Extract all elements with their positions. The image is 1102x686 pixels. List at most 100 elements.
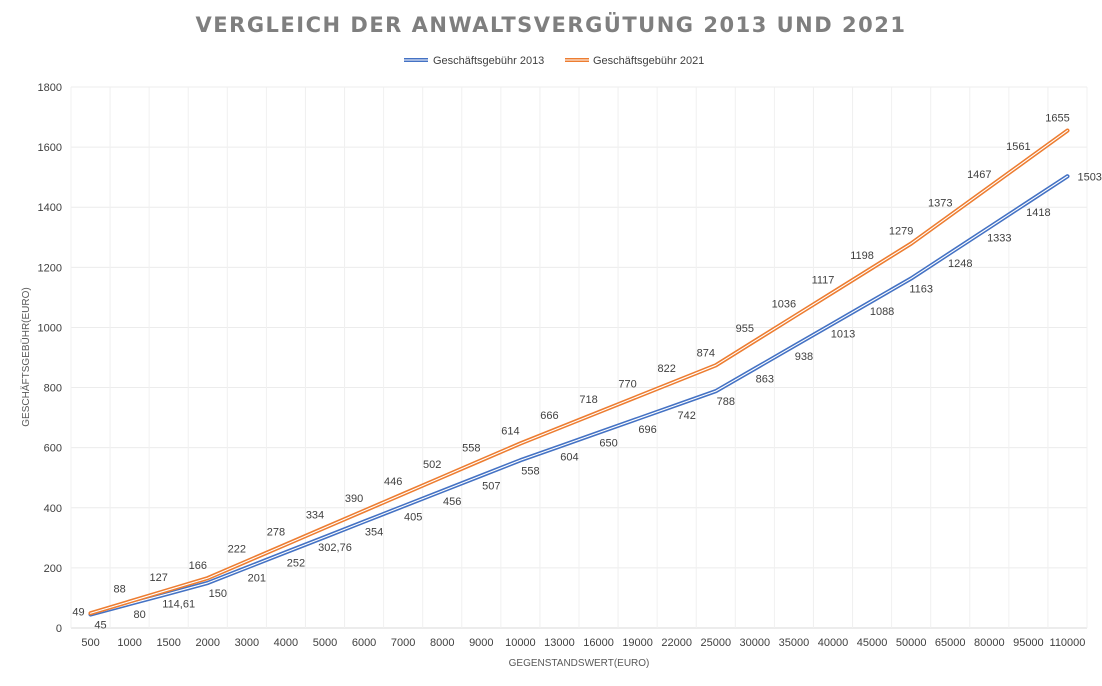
data-label: 354 bbox=[365, 527, 383, 539]
x-tick-label: 5000 bbox=[313, 637, 337, 649]
x-tick-label: 110000 bbox=[1050, 637, 1086, 649]
data-label: 166 bbox=[189, 560, 207, 572]
y-tick-label: 800 bbox=[44, 383, 62, 395]
x-tick-label: 4000 bbox=[274, 637, 298, 649]
data-label: 558 bbox=[462, 442, 480, 454]
data-label: 1163 bbox=[909, 283, 933, 295]
x-tick-label: 9000 bbox=[469, 637, 493, 649]
data-label: 822 bbox=[658, 363, 676, 375]
data-label: 150 bbox=[209, 588, 227, 600]
data-label: 278 bbox=[267, 526, 285, 538]
x-tick-label: 30000 bbox=[740, 637, 771, 649]
data-label: 1503 bbox=[1077, 171, 1101, 183]
x-tick-label: 35000 bbox=[779, 637, 810, 649]
data-label: 1013 bbox=[831, 329, 855, 341]
x-tick-label: 7000 bbox=[391, 637, 415, 649]
x-tick-label: 8000 bbox=[430, 637, 454, 649]
x-tick-label: 80000 bbox=[974, 637, 1005, 649]
data-label: 604 bbox=[560, 451, 578, 463]
data-label: 1418 bbox=[1026, 207, 1050, 219]
data-label: 222 bbox=[228, 543, 246, 555]
chart-title: VERGLEICH DER ANWALTSVERGÜTUNG 2013 UND … bbox=[196, 12, 907, 37]
x-tick-label: 40000 bbox=[818, 637, 849, 649]
data-label: 1117 bbox=[812, 274, 835, 286]
data-label: 1279 bbox=[889, 226, 913, 238]
data-label: 1198 bbox=[850, 250, 874, 262]
series-line-1-inner bbox=[89, 175, 1069, 616]
data-label: 49 bbox=[72, 606, 84, 618]
y-tick-label: 1400 bbox=[38, 202, 62, 214]
data-label: 507 bbox=[482, 481, 500, 493]
data-label: 405 bbox=[404, 511, 422, 523]
data-label: 1088 bbox=[870, 306, 894, 318]
data-label: 88 bbox=[113, 584, 125, 596]
y-tick-label: 600 bbox=[44, 443, 62, 455]
x-tick-label: 50000 bbox=[896, 637, 927, 649]
data-label: 502 bbox=[423, 459, 441, 471]
y-axis: 0 200 400 600 800 1000 1200 1400 1600 1800 bbox=[38, 82, 62, 635]
data-label: 45 bbox=[94, 619, 106, 631]
x-tick-label: 1000 bbox=[117, 637, 141, 649]
data-label: 742 bbox=[678, 410, 696, 422]
x-tick-label: 16000 bbox=[583, 637, 614, 649]
x-tick-label: 500 bbox=[81, 637, 99, 649]
data-label: 1655 bbox=[1045, 113, 1069, 125]
x-tick-label: 13000 bbox=[544, 637, 575, 649]
data-label: 666 bbox=[540, 410, 558, 422]
data-label: 863 bbox=[756, 374, 774, 386]
series-lines bbox=[88, 128, 1070, 617]
data-label: 955 bbox=[736, 323, 754, 335]
data-label: 1467 bbox=[967, 169, 991, 181]
data-label: 696 bbox=[638, 424, 656, 436]
data-label: 614 bbox=[501, 425, 519, 437]
data-label: 718 bbox=[579, 394, 597, 406]
x-tick-label: 65000 bbox=[935, 637, 966, 649]
x-tick-label: 1500 bbox=[156, 637, 180, 649]
data-label: 1333 bbox=[987, 232, 1011, 244]
data-label: 788 bbox=[717, 396, 735, 408]
x-tick-label: 19000 bbox=[622, 637, 653, 649]
x-tick-label: 25000 bbox=[700, 637, 731, 649]
data-label: 446 bbox=[384, 476, 402, 488]
data-label: 1036 bbox=[772, 299, 796, 311]
data-label: 558 bbox=[521, 465, 539, 477]
x-axis: 500 1000 1500 2000 3000 4000 5000 6000 7000 8000 9… bbox=[81, 637, 1085, 649]
data-label: 770 bbox=[618, 379, 636, 391]
x-tick-label: 22000 bbox=[661, 637, 692, 649]
data-label: 80 bbox=[133, 609, 145, 621]
legend: Geschäftsgebühr 2013 Geschäftsgebühr 2021 bbox=[404, 55, 704, 67]
data-label: 334 bbox=[306, 510, 324, 522]
data-label: 650 bbox=[599, 438, 617, 450]
data-label: 874 bbox=[697, 347, 715, 359]
y-tick-label: 1200 bbox=[38, 262, 62, 274]
legend-entry-2: Geschäftsgebühr 2021 bbox=[593, 55, 704, 67]
legend-entry-1: Geschäftsgebühr 2013 bbox=[433, 55, 544, 67]
data-label: 114,61 bbox=[162, 599, 195, 611]
data-label: 938 bbox=[795, 351, 813, 363]
gridlines bbox=[70, 86, 1088, 629]
x-tick-label: 45000 bbox=[857, 637, 888, 649]
data-label: 1248 bbox=[948, 258, 972, 270]
y-tick-label: 1800 bbox=[38, 82, 62, 94]
y-tick-label: 0 bbox=[56, 623, 62, 635]
y-tick-label: 1000 bbox=[38, 322, 62, 334]
data-label: 1373 bbox=[928, 197, 952, 209]
series-line-2-inner bbox=[89, 130, 1069, 614]
data-label: 302,76 bbox=[318, 542, 352, 554]
data-label: 390 bbox=[345, 493, 363, 505]
y-tick-label: 200 bbox=[44, 563, 62, 575]
x-tick-label: 10000 bbox=[505, 637, 536, 649]
y-tick-label: 1600 bbox=[38, 142, 62, 154]
x-tick-label: 3000 bbox=[235, 637, 259, 649]
data-label: 201 bbox=[248, 573, 266, 585]
x-tick-label: 2000 bbox=[196, 637, 220, 649]
data-labels: 45 80 114,61 150 201 252 302,76 354 405 456 507 558… bbox=[72, 113, 1102, 632]
data-label: 1561 bbox=[1006, 141, 1030, 153]
x-tick-label: 6000 bbox=[352, 637, 376, 649]
y-tick-label: 400 bbox=[44, 503, 62, 515]
data-label: 252 bbox=[287, 557, 305, 569]
x-tick-label: 95000 bbox=[1013, 637, 1044, 649]
y-axis-title: GESCHÄFTSGEBÜHR(EURO) bbox=[20, 287, 32, 426]
